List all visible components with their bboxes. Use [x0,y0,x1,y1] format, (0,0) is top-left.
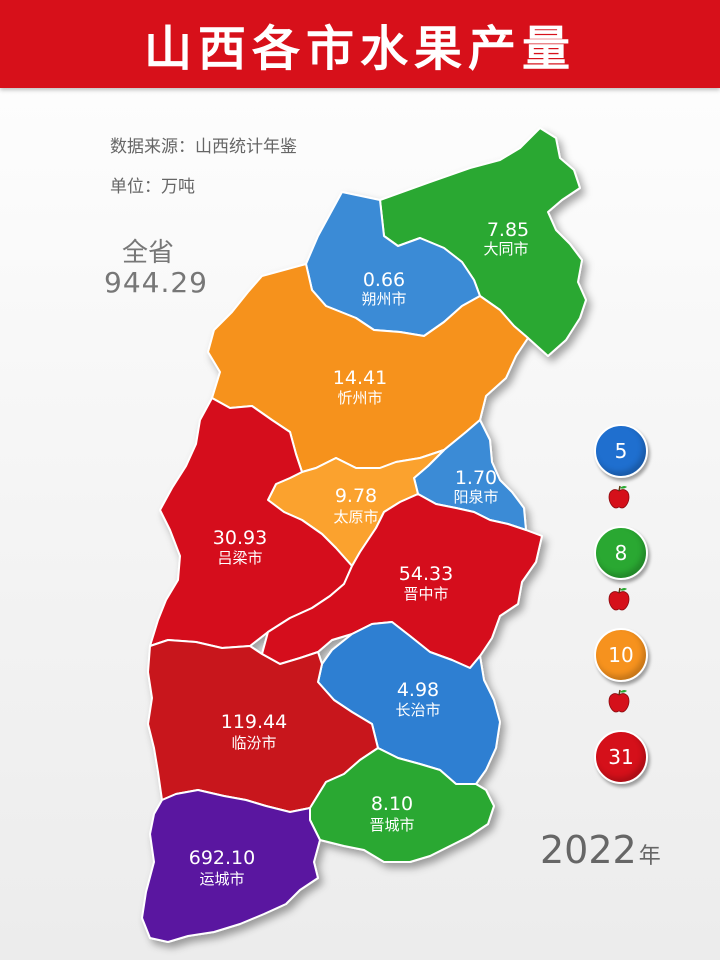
legend-circle-2: 8 [594,526,648,580]
year-suffix: 年 [638,844,661,869]
region-yuncheng[interactable] [141,789,321,943]
legend-circle-1: 5 [594,424,648,478]
label-taiyuan-value: 9.78 [335,485,377,507]
label-jinzhong-value: 54.33 [399,563,453,585]
region-jincheng[interactable] [309,747,495,863]
label-shuozhou-name: 朔州市 [361,290,406,308]
apple-icon [608,485,630,509]
label-lvliang-name: 吕梁市 [217,549,262,567]
label-xinzhou-value: 14.41 [333,367,387,389]
label-lvliang-value: 30.93 [213,527,267,549]
province-total-value: 944.29 [104,266,208,299]
label-linfen-value: 119.44 [221,711,287,733]
page-title: 山西各市水果产量 [143,21,576,77]
label-jinzhong-name: 晋中市 [403,585,448,603]
label-jincheng-name: 晋城市 [369,816,414,834]
label-changzhi-value: 4.98 [397,679,439,701]
unit-note: 单位：万吨 [110,177,195,197]
label-changzhi-name: 长治市 [395,701,440,719]
label-xinzhou-name: 忻州市 [337,389,382,407]
province-total-label: 全省 [122,238,175,268]
legend-circle-4: 31 [594,730,648,784]
year-value: 2022 [540,828,637,872]
label-yuncheng-value: 692.10 [189,847,255,869]
label-datong-name: 大同市 [483,240,528,258]
year-stamp: 2022年 [540,828,661,872]
label-taiyuan-name: 太原市 [333,508,378,526]
label-datong-value: 7.85 [487,219,529,241]
label-shuozhou-value: 0.66 [363,269,405,291]
legend-circle-3: 10 [594,628,648,682]
apple-icon [608,689,630,713]
title-banner: 山西各市水果产量 [0,0,720,88]
label-yuncheng-name: 运城市 [199,870,244,888]
data-source-note: 数据来源：山西统计年鉴 [110,137,297,157]
label-jincheng-value: 8.10 [371,793,413,815]
label-linfen-name: 临汾市 [231,734,276,752]
label-yangquan-value: 1.70 [455,467,497,489]
label-yangquan-name: 阳泉市 [453,488,498,506]
apple-icon [608,587,630,611]
